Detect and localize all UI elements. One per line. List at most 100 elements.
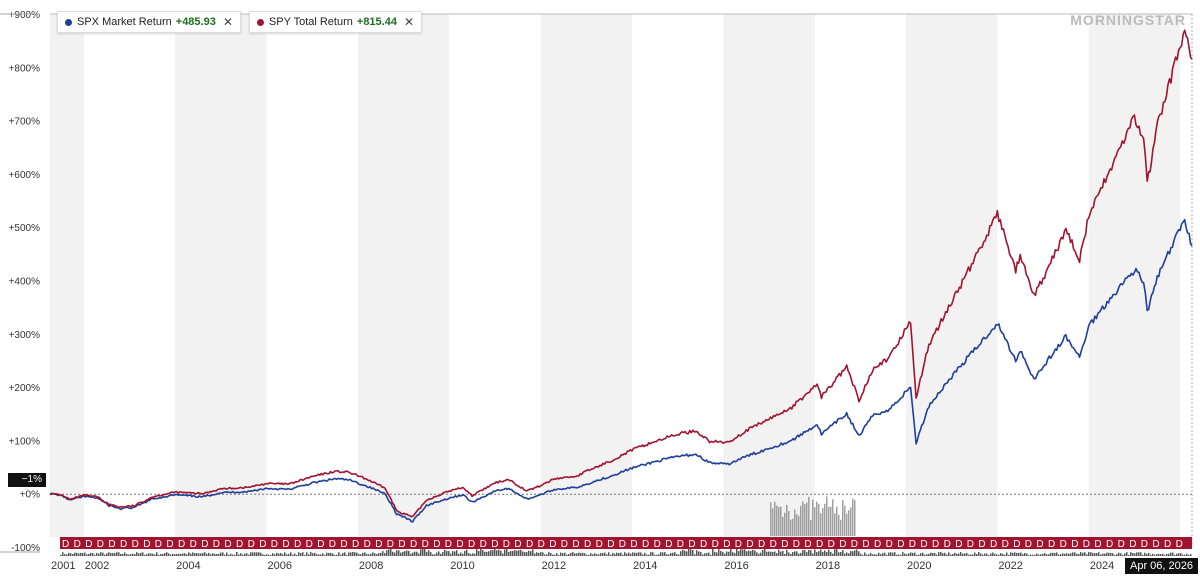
dividend-marker: D [793,539,800,550]
volume-bar [158,554,160,556]
volume-bar [1076,553,1078,556]
x-tick-label: 2020 [907,560,931,572]
volume-bar [1176,553,1178,556]
volume-bar [178,553,180,556]
dividend-marker: D [201,539,208,550]
volume-bar [872,554,874,556]
y-tick-label: +700% [9,117,41,128]
volume-bar [782,550,784,556]
volume-bar [634,552,636,556]
year-band [50,14,84,537]
volume-bar [466,549,468,556]
volume-bar [1178,553,1180,556]
y-tick-label: +0% [20,490,40,501]
dividend-marker: D [549,539,556,550]
volume-bar [578,552,580,556]
volume-bar [808,550,810,556]
dividend-marker: D [1118,539,1125,550]
volume-bar [1130,552,1132,556]
volume-bar [448,551,450,556]
volume-spike-bar [814,507,816,536]
volume-bar [152,553,154,556]
volume-bar [506,548,508,556]
volume-bar [884,552,886,556]
volume-bar [816,552,818,556]
volume-bar [370,553,372,556]
dividend-marker: D [143,539,150,550]
volume-bar [750,551,752,556]
volume-bar [1094,553,1096,556]
volume-bar [436,552,438,556]
dividend-marker: D [259,539,266,550]
dividend-marker: D [190,539,197,550]
volume-bar [424,549,426,556]
volume-bar [1140,552,1142,556]
volume-spike-bar [810,520,812,536]
volume-bar [938,552,940,556]
volume-bar [840,551,842,556]
dividend-marker: D [804,539,811,550]
volume-spike-bar [840,519,842,536]
dividend-marker: D [688,539,695,550]
volume-bar [532,549,534,556]
volume-bar [1078,553,1080,556]
volume-bar [1160,554,1162,556]
volume-bar [282,554,284,556]
volume-bar [170,554,172,556]
close-icon[interactable]: ✕ [403,15,415,29]
volume-bar [554,554,556,556]
legend-item-spy[interactable]: SPY Total Return +815.44 ✕ [248,11,423,33]
volume-bar [250,552,252,556]
volume-bar [690,549,692,556]
volume-bar [86,554,88,556]
volume-bar [268,554,270,556]
dividend-marker: D [248,539,255,550]
volume-bar [104,554,106,556]
volume-bar [636,552,638,556]
volume-bar [890,552,892,556]
volume-bar [74,552,76,556]
volume-spike-bar [792,518,794,536]
cursor-date-label: Apr 06, 2026 [1125,558,1198,574]
volume-bar [790,554,792,556]
volume-bar [222,552,224,556]
volume-bar [214,553,216,556]
volume-bar [718,549,720,556]
volume-bar [314,552,316,556]
volume-bar [1128,554,1130,556]
volume-bar [862,554,864,556]
volume-bar [464,550,466,556]
volume-bar [666,554,668,556]
volume-bar [450,553,452,556]
volume-bar [1184,554,1186,556]
volume-bar [744,549,746,556]
volume-bar [574,553,576,556]
volume-bar [1000,553,1002,556]
volume-bar [256,552,258,556]
volume-bar [1134,553,1136,556]
volume-spike-bar [826,496,828,536]
volume-bar [812,553,814,556]
volume-spike-bar [796,514,798,536]
dividend-marker: D [282,539,289,550]
dividend-marker: D [862,539,869,550]
volume-bar [1092,552,1094,556]
volume-bar [120,553,122,556]
close-icon[interactable]: ✕ [222,15,233,29]
volume-bar [316,554,318,556]
volume-bar [754,550,756,556]
volume-bar [624,552,626,556]
legend-item-spx[interactable]: SPX Market Return +485.93 ✕ [57,11,241,33]
volume-bar [322,553,324,556]
volume-bar [606,554,608,556]
volume-bar [586,554,588,556]
dividend-marker: D [445,539,452,550]
volume-bar [328,552,330,556]
volume-bar [352,552,354,556]
volume-spike-bar [812,499,814,536]
dividend-marker: D [955,539,962,550]
volume-bar [342,552,344,556]
volume-spike-bar [770,502,772,536]
volume-bar [174,554,176,556]
